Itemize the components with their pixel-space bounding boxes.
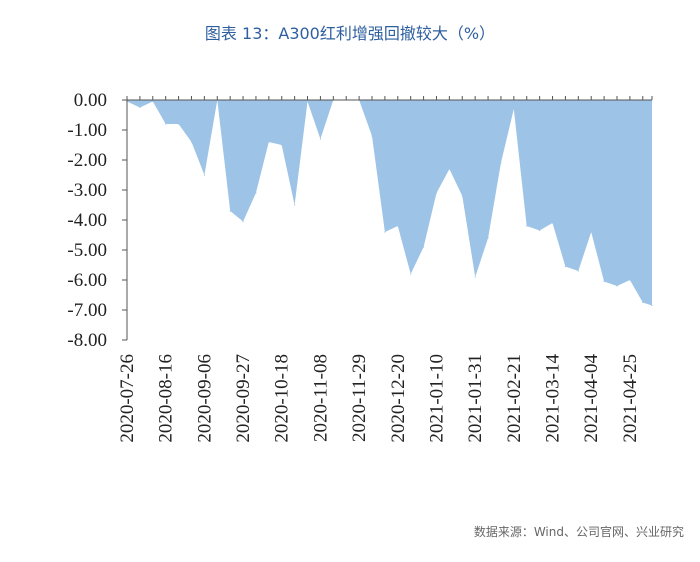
- x-tick-label: 2021-01-10: [427, 354, 448, 443]
- x-tick-label: 2020-11-29: [349, 354, 370, 442]
- data-point: [139, 106, 141, 109]
- y-tick-label: -7.00: [67, 300, 107, 321]
- x-tick-label: 2020-10-18: [272, 354, 293, 443]
- data-point: [629, 279, 631, 281]
- x-tick-label: 2020-08-16: [156, 354, 177, 443]
- y-tick-label: -1.00: [67, 120, 107, 141]
- x-tick-label: 2020-09-06: [194, 354, 215, 443]
- data-point: [165, 123, 167, 125]
- x-tick-label: 2021-04-25: [620, 354, 641, 443]
- source-note: 数据来源：Wind、公司官网、兴业研究: [473, 525, 684, 539]
- data-point: [564, 265, 567, 268]
- y-tick-label: -6.00: [67, 270, 107, 291]
- data-point: [423, 246, 425, 248]
- data-point: [616, 285, 618, 287]
- data-point: [539, 229, 541, 232]
- data-point: [551, 222, 554, 224]
- data-point: [281, 144, 283, 146]
- x-tick-label: 2020-12-20: [388, 354, 409, 443]
- data-point: [500, 162, 502, 164]
- data-point: [651, 304, 653, 307]
- data-point: [203, 174, 205, 176]
- y-tick-label: -2.00: [67, 150, 107, 171]
- data-point: [448, 168, 450, 170]
- y-tick-label: -8.00: [67, 330, 107, 351]
- data-point: [526, 225, 528, 227]
- data-point: [255, 192, 257, 194]
- data-point: [371, 135, 373, 137]
- data-point: [397, 225, 399, 227]
- x-tick-label: 2021-02-21: [504, 354, 525, 443]
- x-tick-label: 2021-04-04: [581, 354, 602, 443]
- y-tick-label: -3.00: [67, 180, 107, 201]
- y-tick-label: -5.00: [67, 240, 107, 261]
- data-point: [294, 204, 296, 206]
- data-point: [642, 301, 644, 304]
- data-point: [435, 192, 438, 194]
- x-tick-label: 2020-07-26: [117, 354, 138, 443]
- data-point: [461, 195, 463, 197]
- data-point: [487, 237, 489, 239]
- x-tick-label: 2021-03-14: [543, 354, 564, 443]
- x-tick-label: 2021-01-31: [465, 354, 486, 443]
- x-tick-label: 2020-11-08: [310, 354, 331, 442]
- data-point: [306, 100, 309, 103]
- data-point: [513, 108, 515, 110]
- data-point: [603, 280, 605, 283]
- data-point: [178, 123, 180, 125]
- data-point: [384, 231, 386, 233]
- data-point: [410, 273, 412, 275]
- y-tick-label: -4.00: [67, 210, 107, 231]
- data-point: [152, 100, 154, 103]
- data-point: [319, 138, 321, 140]
- data-point: [190, 141, 193, 143]
- y-tick-label: 0.00: [74, 90, 107, 111]
- data-point: [590, 231, 592, 233]
- data-point: [242, 220, 244, 223]
- data-point: [229, 210, 231, 212]
- data-point: [474, 276, 476, 278]
- drawdown-area: [127, 100, 652, 306]
- data-point: [268, 141, 270, 143]
- chart-title: 图表 13：A300红利增强回撤较大（%）: [204, 24, 496, 43]
- data-point: [577, 270, 579, 272]
- x-tick-label: 2020-09-27: [233, 354, 254, 443]
